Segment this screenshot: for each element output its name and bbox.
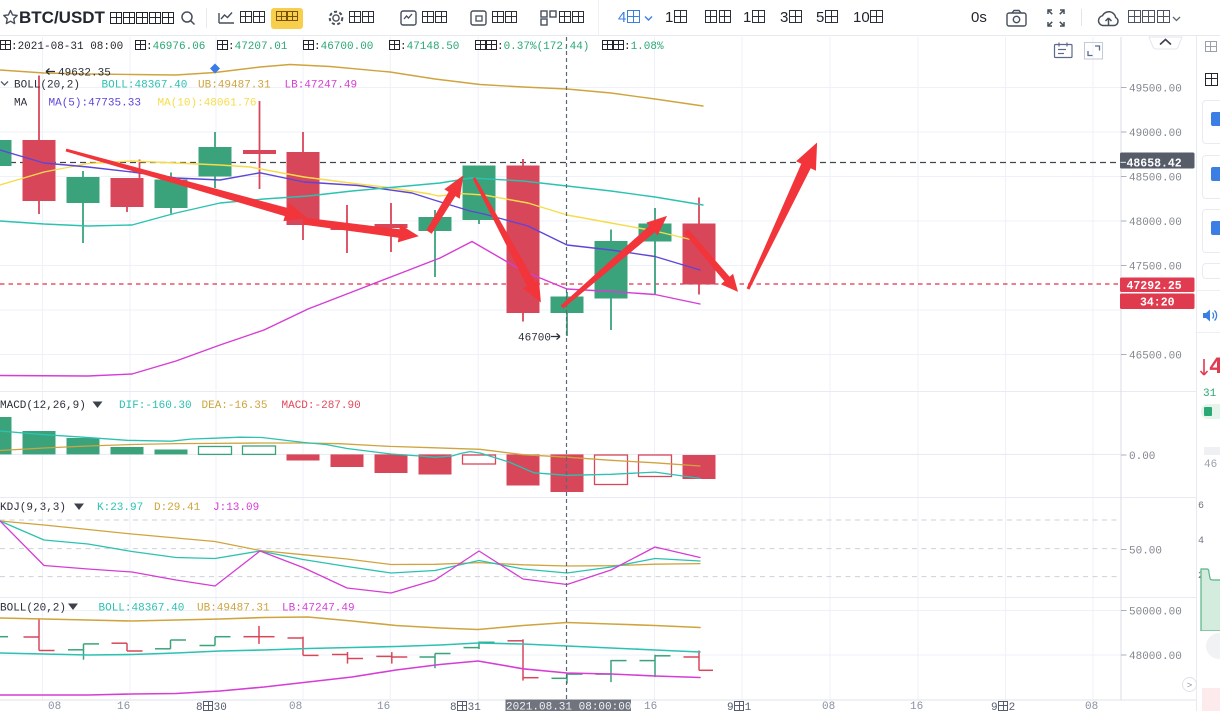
svg-text:MACD:-287.90: MACD:-287.90 <box>282 400 361 412</box>
svg-text:48000.00: 48000.00 <box>1129 217 1182 229</box>
svg-text:D:29.41: D:29.41 <box>154 502 201 514</box>
svg-text:BOLL:48367.40: BOLL:48367.40 <box>102 80 188 92</box>
svg-text:46500.00: 46500.00 <box>1129 351 1182 363</box>
svg-text:46700: 46700 <box>518 333 551 345</box>
svg-text:K:23.97: K:23.97 <box>97 502 143 514</box>
svg-text:BOLL(20,2): BOLL(20,2) <box>0 603 66 615</box>
svg-text:47500.00: 47500.00 <box>1129 262 1182 274</box>
svg-text:DIF:-160.30: DIF:-160.30 <box>119 400 192 412</box>
svg-text:BOLL(20,2): BOLL(20,2) <box>14 80 80 92</box>
svg-text:49632.35: 49632.35 <box>58 68 111 80</box>
svg-text:47292.25: 47292.25 <box>1127 280 1182 293</box>
svg-text:MACD(12,26,9): MACD(12,26,9) <box>0 400 86 412</box>
svg-text:KDJ(9,3,3): KDJ(9,3,3) <box>0 502 66 514</box>
svg-text:LB:47247.49: LB:47247.49 <box>285 80 358 92</box>
svg-text:50.00: 50.00 <box>1129 546 1162 558</box>
svg-text:49000.00: 49000.00 <box>1129 128 1182 140</box>
svg-text:49500.00: 49500.00 <box>1129 84 1182 96</box>
svg-text:48500.00: 48500.00 <box>1129 173 1182 185</box>
svg-text:50000.00: 50000.00 <box>1129 607 1182 619</box>
svg-text:0.00: 0.00 <box>1129 451 1155 463</box>
svg-text:48000.00: 48000.00 <box>1129 651 1182 663</box>
svg-text:UB:49487.31: UB:49487.31 <box>197 603 270 615</box>
svg-text:2021.08.31 08:00:00: 2021.08.31 08:00:00 <box>506 702 631 712</box>
svg-text:LB:47247.49: LB:47247.49 <box>282 603 355 615</box>
svg-text:J:13.09: J:13.09 <box>213 502 259 514</box>
svg-text:48658.42: 48658.42 <box>1127 158 1182 171</box>
svg-text:MA: MA <box>14 98 28 110</box>
svg-text:DEA:-16.35: DEA:-16.35 <box>202 400 268 412</box>
svg-text:UB:49487.31: UB:49487.31 <box>198 80 271 92</box>
svg-text:BOLL:48367.40: BOLL:48367.40 <box>99 603 185 615</box>
svg-text:MA(10):48061.76: MA(10):48061.76 <box>158 98 257 110</box>
svg-text:MA(5):47735.33: MA(5):47735.33 <box>49 98 141 110</box>
svg-text:34:20: 34:20 <box>1140 297 1175 310</box>
